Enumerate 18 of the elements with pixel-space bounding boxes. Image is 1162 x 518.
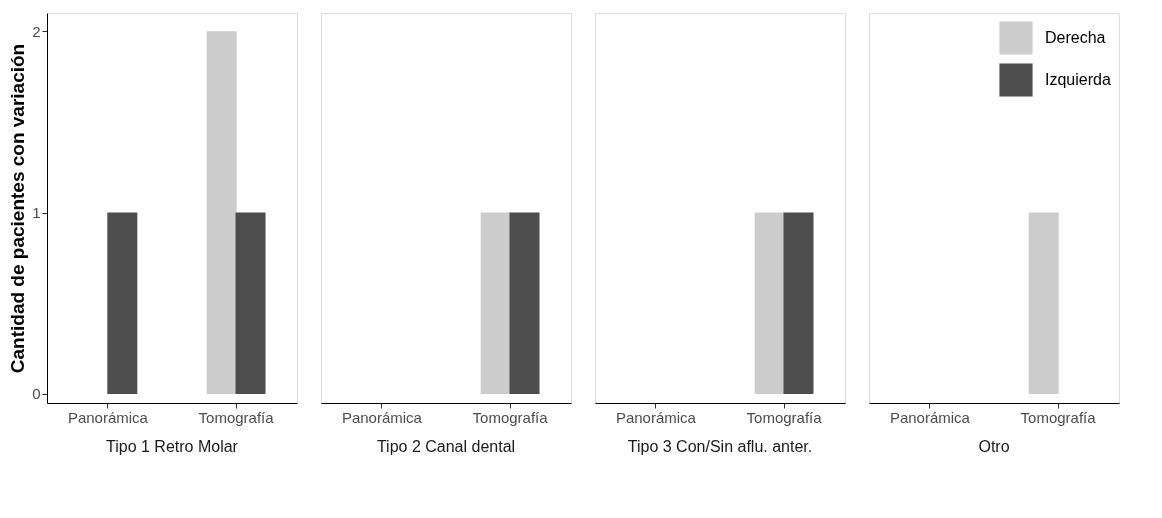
x-tick-label: Tomografía xyxy=(472,408,549,426)
x-tick-label: Panorámica xyxy=(341,408,423,426)
x-tick-label: Panorámica xyxy=(67,408,149,426)
x-tick-label: Tomografía xyxy=(198,408,275,426)
text: Tipo 2 Canal dental xyxy=(376,438,516,455)
y-tick-label: 2 xyxy=(32,22,41,40)
text: Otro xyxy=(978,438,1010,455)
x-tick-label: Tomografía xyxy=(746,408,823,426)
x-tick-label: Panorámica xyxy=(889,408,971,426)
text: Tipo 3 Con/Sin aflu. anter. xyxy=(627,438,813,455)
text: Tipo 1 Retro Molar xyxy=(106,438,239,455)
x-tick-label: Panorámica xyxy=(615,408,697,426)
x-tick-label: Tomografía xyxy=(1020,408,1097,426)
y-tick-label: 1 xyxy=(32,204,41,222)
y-tick-label: 0 xyxy=(32,385,41,403)
legend-label: Derecha xyxy=(1045,29,1106,46)
y-axis-title: Cantidad de pacientes con variación xyxy=(7,43,29,374)
legend-label: Izquierda xyxy=(1045,71,1111,88)
